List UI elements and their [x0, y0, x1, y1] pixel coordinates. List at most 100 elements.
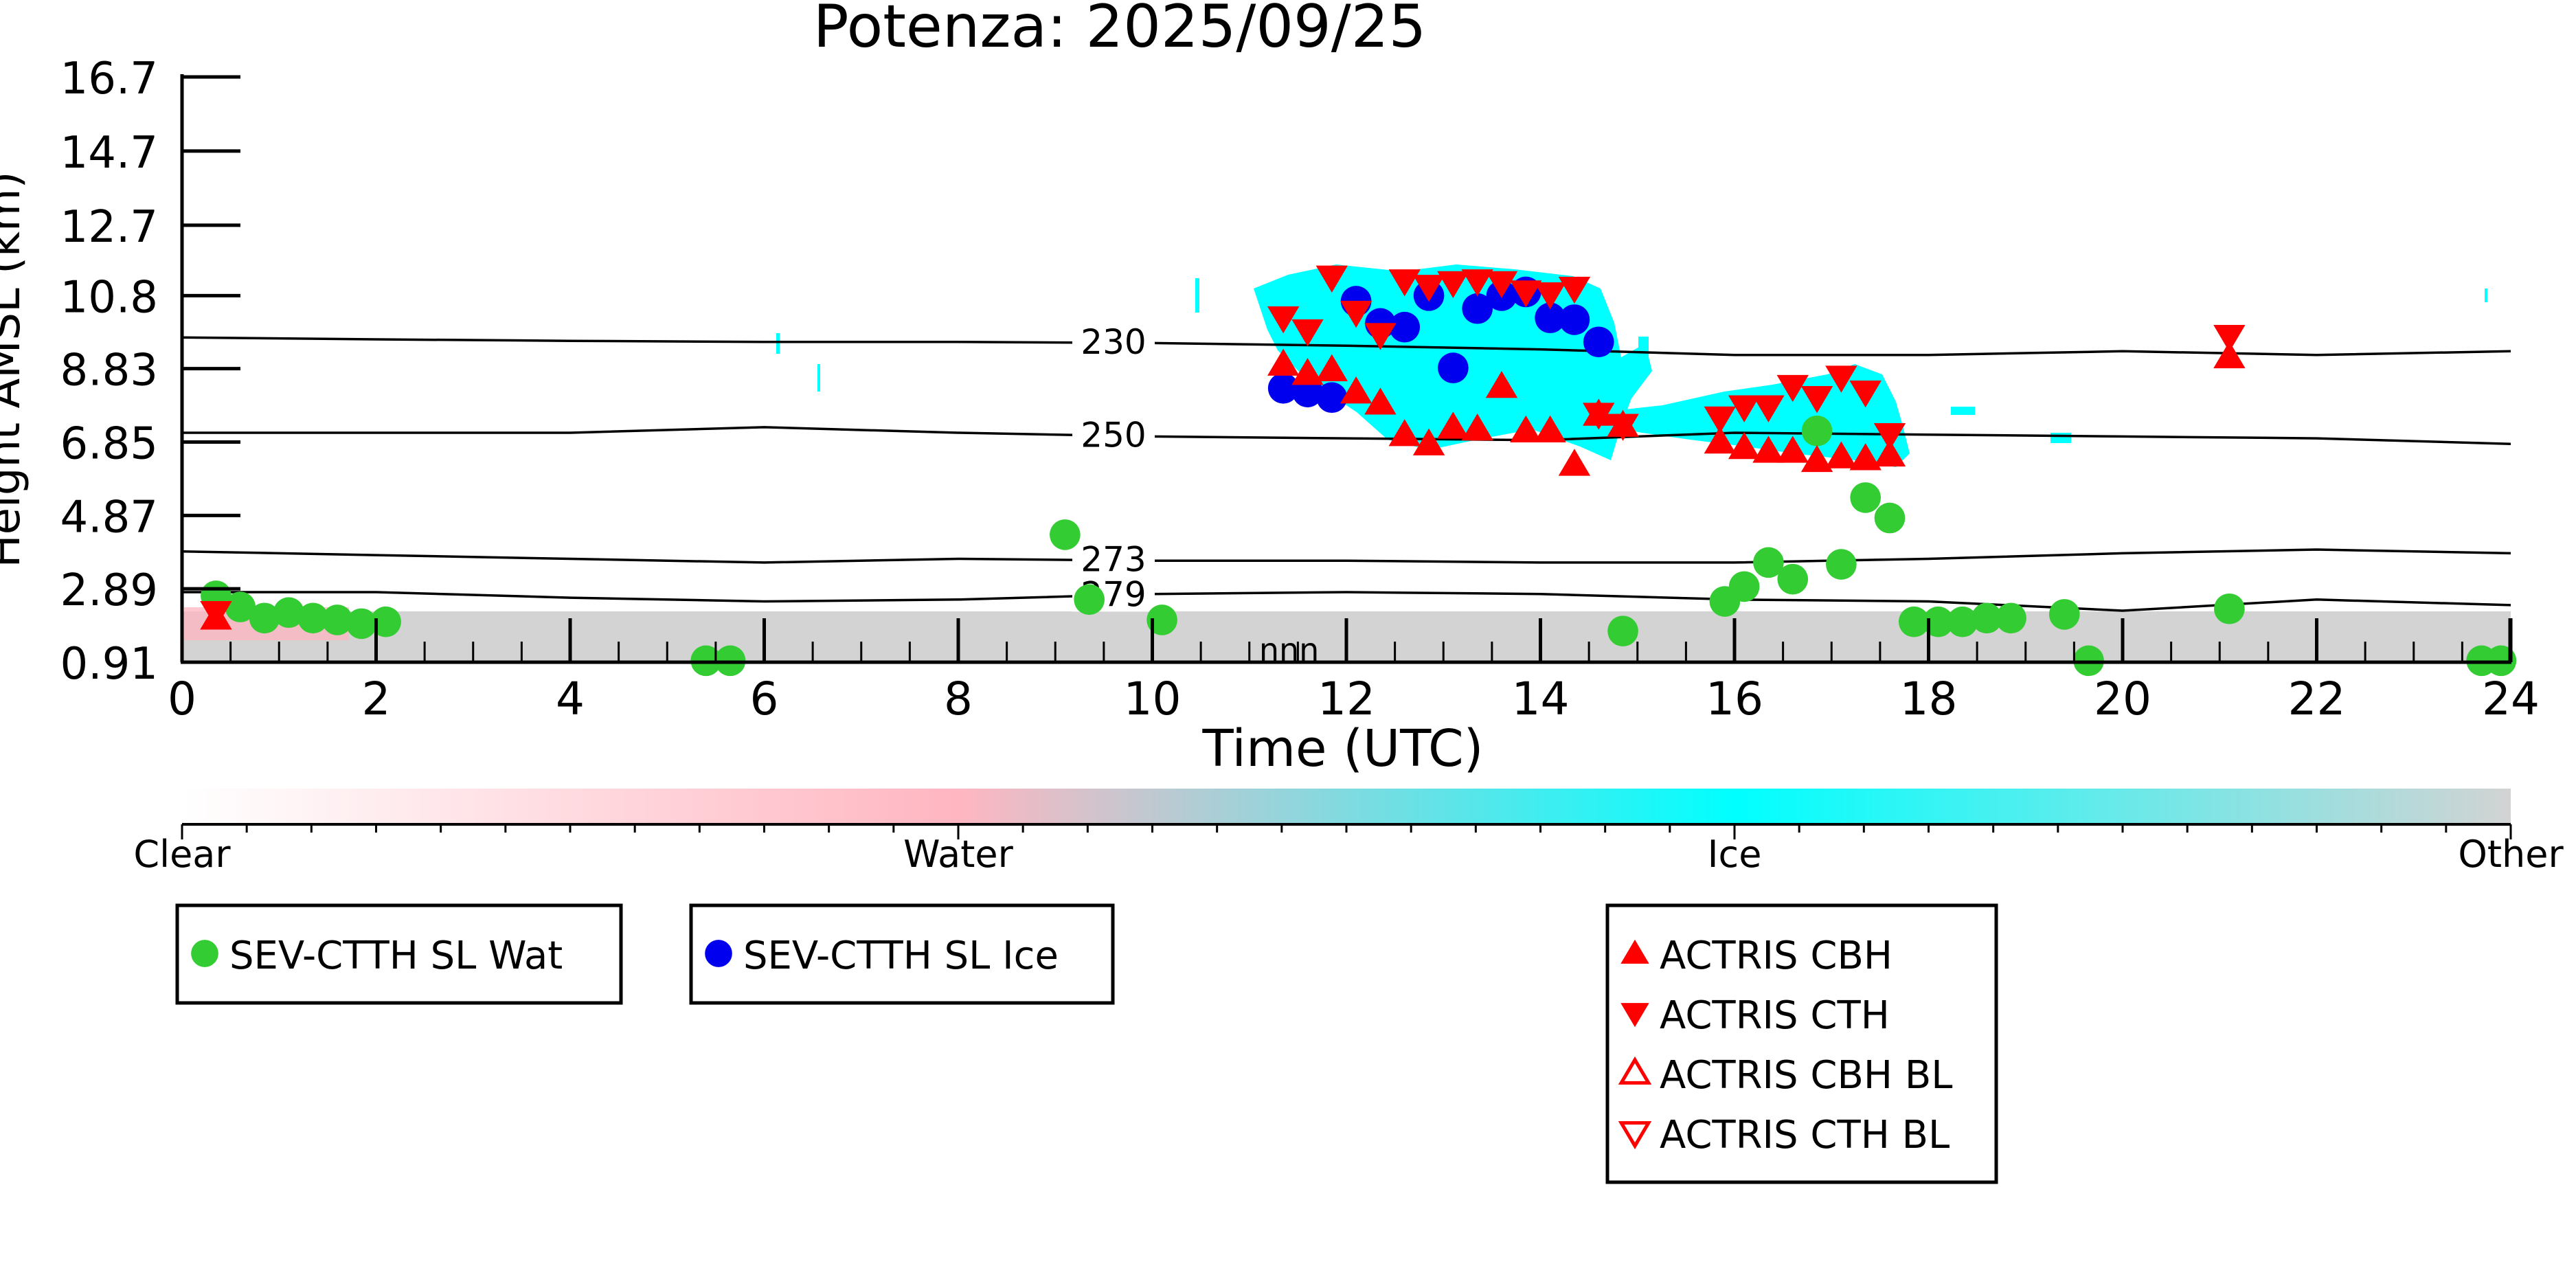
colorbar-ticks: Clear Water Ice Other: [133, 824, 2564, 876]
colorbar: Clear Water Ice Other: [133, 789, 2564, 876]
sev-ctth-sl-ice-point: [1559, 304, 1590, 335]
y-axis-label: Height AMSL (km): [0, 172, 30, 568]
x-axis-label: Time (UTC): [1201, 719, 1483, 778]
x-tick-label: 16: [1706, 673, 1763, 725]
actris-cbh-point: [1558, 449, 1591, 476]
legend-box: [689, 903, 1115, 1005]
y-ticks: 0.91 2.89 4.87 6.85 8.83 10.8 12.7 14.7 16.7: [60, 54, 240, 690]
ice-cloud-patch-1: [776, 333, 780, 354]
sev-ctth-sl-wat-point: [1826, 549, 1857, 580]
y-tick-label: 8.83: [60, 346, 159, 396]
x-tick-label: 22: [2288, 673, 2346, 725]
legend-entry: ACTRIS CBH: [1660, 934, 1893, 978]
colorbar-label: Other: [2458, 833, 2564, 876]
legend-marker: [1620, 1003, 1649, 1028]
contour-line: [182, 548, 2511, 564]
legend-box: [175, 903, 623, 1005]
y-tick-label: 4.87: [60, 492, 159, 543]
sev-ctth-sl-wat-point: [1874, 502, 1906, 534]
y-tick-label: 6.85: [60, 418, 159, 469]
actris-cth-point: [1437, 271, 1469, 299]
actris-cbh-point: [1267, 348, 1300, 376]
actris-cbh-point: [1412, 428, 1445, 455]
ice-cloud-patch-6: [2050, 433, 2071, 443]
sev-ctth-sl-wat-point: [1728, 571, 1760, 602]
contour-line: [182, 426, 2511, 445]
legend-marker: [191, 940, 218, 967]
contour-line: [182, 336, 2511, 357]
sev-ctth-sl-wat-point: [1050, 519, 1081, 550]
colorbar-label: Water: [903, 833, 1013, 876]
actris-cbh-point: [1437, 411, 1469, 439]
actris-cbh-point: [1315, 354, 1348, 381]
x-tick-label: 14: [1512, 673, 1570, 725]
legend-entry: SEV-CTTH SL Ice: [743, 934, 1059, 978]
contour-label-bg: [1072, 542, 1155, 577]
sev-ctth-sl-wat-point: [1850, 482, 1882, 513]
y-tick-label: 0.91: [60, 639, 159, 690]
sev-ctth-sl-wat-point: [1801, 415, 1833, 447]
sev-ctth-sl-wat-point: [321, 605, 353, 635]
ice-cloud-patch-2: [817, 364, 820, 392]
x-tick-label: 0: [168, 673, 196, 725]
legend-entry: ACTRIS CTH: [1660, 993, 1890, 1038]
ice-cloud-patch-7: [2485, 289, 2487, 302]
actris-cth-point: [1607, 414, 1639, 441]
actris-cbh-point: [1291, 358, 1324, 385]
y-tick-label: 14.7: [60, 128, 159, 179]
data-markers: [200, 265, 2517, 677]
actris-cbh-point: [1704, 426, 1737, 454]
sev-ctth-sl-wat-point: [1777, 563, 1809, 595]
ice-cloud-patch-3: [1195, 278, 1199, 313]
actris-cth-point: [1388, 269, 1421, 297]
sev-ctth-sl-ice-point: [1389, 311, 1421, 343]
legends: SEV-CTTH SL Wat SEV-CTTH SL Ice ACTRIS CBH…: [175, 903, 1998, 1184]
actris-cbh-point: [1776, 436, 1809, 463]
legend-entry: ACTRIS CTH BL: [1660, 1113, 1950, 1157]
actris-cth-point: [1461, 269, 1493, 297]
contour-label-bg: [1072, 418, 1155, 453]
contour-label-bg: [1072, 325, 1155, 360]
sev-ctth-sl-ice-point: [1583, 326, 1614, 358]
actris-cth-point: [1412, 275, 1445, 302]
sev-ctth-sl-ice-point: [1267, 372, 1299, 404]
x-tick-label: 20: [2094, 673, 2151, 725]
actris-cth-point: [1267, 306, 1300, 334]
legend-marker: [705, 940, 732, 967]
actris-cth-point: [1825, 365, 1857, 393]
x-ticks: 0 2 4 6 8 10 12 14 16 18 20 22 24: [168, 618, 2540, 725]
sev-ctth-sl-wat-point: [1074, 584, 1105, 615]
contour-label: 230: [1081, 322, 1146, 362]
actris-cbh-point: [1364, 387, 1397, 415]
x-tick-label: 12: [1318, 673, 1375, 725]
sev-ctth-sl-wat-point: [1996, 602, 2026, 634]
sev-ctth-sl-wat-point: [1898, 606, 1930, 637]
sev-ctth-sl-wat-point: [370, 606, 401, 637]
chart-title: Potenza: 2025/09/25: [813, 0, 1426, 61]
sev-ctth-sl-ice-point: [1462, 293, 1493, 324]
x-tick-label: 10: [1124, 673, 1182, 725]
sev-ctth-sl-ice-point: [1535, 302, 1566, 334]
actris-cbh-point: [1849, 443, 1882, 471]
ice-cloud-region-second: [1601, 364, 1910, 467]
actris-cth-point: [1340, 300, 1372, 328]
colorbar-label: Ice: [1708, 833, 1762, 876]
actris-cbh-point: [1510, 415, 1542, 443]
actris-cth-point: [1364, 323, 1397, 350]
ice-cloud-patch-4: [1638, 337, 1649, 364]
x-tick-label: 24: [2482, 673, 2540, 725]
x-tick-label: 4: [556, 673, 585, 725]
sev-ctth-sl-wat-point: [1923, 606, 1954, 637]
actris-cbh-point: [2213, 341, 2246, 369]
actris-cth-point: [200, 600, 232, 629]
actris-cth-point: [1315, 265, 1348, 293]
actris-cth-point: [1728, 395, 1761, 422]
y-tick-label: 2.89: [60, 565, 159, 616]
actris-cbh-point: [1461, 414, 1493, 441]
sev-ctth-sl-wat-point: [1607, 615, 1638, 646]
actris-cbh-point: [1800, 444, 1833, 473]
actris-cth-point: [1776, 374, 1809, 403]
contour-label: nnn: [1259, 631, 1319, 668]
x-tick-label: 18: [1900, 673, 1958, 725]
